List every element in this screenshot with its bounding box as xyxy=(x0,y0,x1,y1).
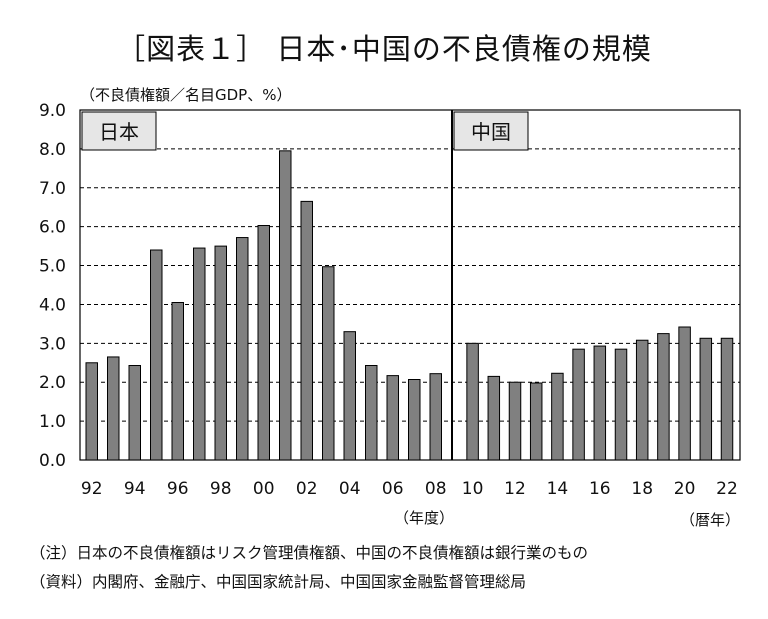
bar xyxy=(529,382,543,461)
bar xyxy=(508,381,522,461)
bar xyxy=(551,372,564,461)
bar xyxy=(720,337,734,461)
panel-label-box xyxy=(81,111,157,151)
panel-label: 日本 xyxy=(99,120,139,144)
panel-label: 中国 xyxy=(471,120,511,144)
y-tick-label: 6.0 xyxy=(39,218,66,238)
bar xyxy=(657,333,670,461)
x-tick-label: 96 xyxy=(167,479,189,499)
bar xyxy=(635,339,649,461)
bar xyxy=(572,348,585,461)
y-tick-label: 9.0 xyxy=(39,101,66,121)
y-tick-label: 3.0 xyxy=(39,334,66,354)
x-tick-label: 12 xyxy=(504,479,526,499)
bar xyxy=(343,331,356,461)
bar xyxy=(150,249,163,461)
bar xyxy=(85,362,98,461)
bar xyxy=(257,225,270,461)
chart-title: ［図表１］ 日本･中国の不良債権の規模 xyxy=(116,32,652,66)
x-tick-label: 14 xyxy=(547,479,569,499)
x-tick-label: 06 xyxy=(382,479,404,499)
bar xyxy=(365,365,378,461)
bar xyxy=(386,375,399,461)
bar xyxy=(236,237,249,461)
bar xyxy=(487,375,501,461)
x-tick-label: 08 xyxy=(425,479,447,499)
y-tick-label: 8.0 xyxy=(39,140,66,160)
x-axis-unit-label: （年度） xyxy=(394,509,454,527)
bar xyxy=(322,266,335,461)
x-tick-label: 98 xyxy=(210,479,232,499)
bar xyxy=(678,326,691,461)
bar xyxy=(593,345,607,461)
x-tick-label: 92 xyxy=(81,479,103,499)
y-tick-label: 4.0 xyxy=(39,295,66,315)
bar xyxy=(300,200,313,461)
bar xyxy=(171,302,184,461)
y-tick-label: 2.0 xyxy=(39,373,66,393)
bar xyxy=(214,245,227,461)
bar xyxy=(408,379,421,461)
bar xyxy=(466,342,479,461)
footnote-note: （注）日本の不良債権額はリスク管理債権額、中国の不良債権額は銀行業のもの xyxy=(30,544,589,562)
bar xyxy=(429,373,442,461)
x-tick-label: 10 xyxy=(462,479,484,499)
footnote-source: （資料）内閣府、金融庁、中国国家統計局、中国国家金融監督管理総局 xyxy=(30,573,527,591)
x-tick-label: 00 xyxy=(253,479,275,499)
x-tick-label: 22 xyxy=(716,479,738,499)
bar xyxy=(279,150,292,461)
y-tick-label: 1.0 xyxy=(39,412,66,432)
y-tick-label: 7.0 xyxy=(39,179,66,199)
x-tick-label: 18 xyxy=(631,479,653,499)
y-tick-label: 5.0 xyxy=(39,257,66,277)
x-axis-unit-label: （暦年） xyxy=(680,511,740,529)
x-tick-label: 20 xyxy=(674,479,696,499)
panel-label-box xyxy=(453,111,529,151)
x-tick-label: 16 xyxy=(589,479,611,499)
bar xyxy=(128,365,141,461)
bar xyxy=(193,247,206,461)
bar xyxy=(107,356,120,461)
y-axis-unit-label: （不良債権額／名目GDP、%） xyxy=(80,86,292,104)
bar xyxy=(699,337,713,461)
y-tick-label: 0.0 xyxy=(39,451,66,471)
x-tick-label: 94 xyxy=(124,479,146,499)
bar xyxy=(614,348,628,461)
x-tick-label: 02 xyxy=(296,479,318,499)
x-tick-label: 04 xyxy=(339,479,361,499)
